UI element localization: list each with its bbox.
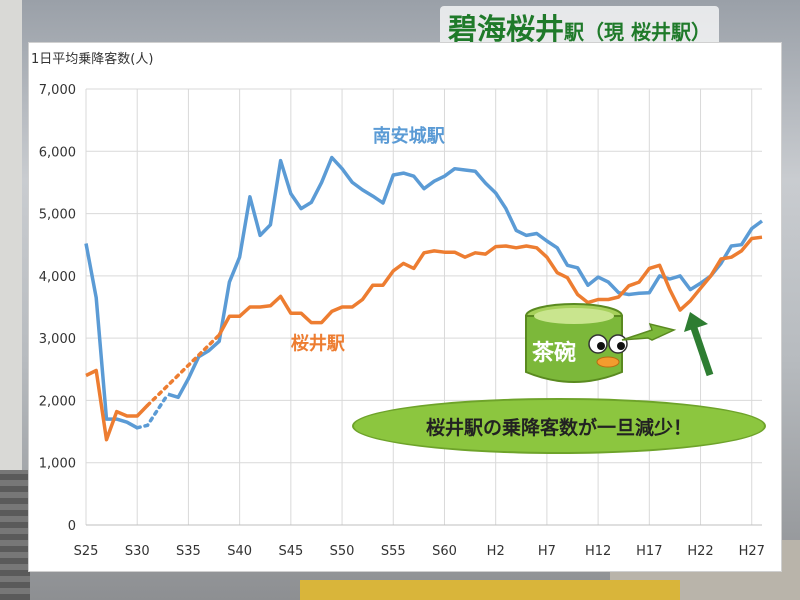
x-tick-label: H7: [538, 544, 556, 559]
x-tick-label: S50: [330, 544, 355, 559]
y-tick-label: 2,000: [39, 394, 76, 409]
series-line-桜井駅: [217, 235, 763, 336]
chart-series: [84, 155, 764, 442]
x-tick-label: H22: [687, 544, 713, 559]
y-tick-label: 1,000: [39, 457, 76, 472]
x-tick-label: S40: [227, 544, 252, 559]
callout-bubble: 桜井駅の乗降客数が一旦減少！: [352, 398, 766, 454]
x-tick-label: H17: [636, 544, 662, 559]
x-tick-label: H12: [585, 544, 611, 559]
y-tick-label: 0: [68, 519, 76, 534]
mascot-text: 茶碗: [532, 340, 576, 366]
series-dotted-南安城駅: [135, 392, 170, 430]
x-tick-label: S25: [74, 544, 99, 559]
y-tick-label: 3,000: [39, 332, 76, 347]
y-tick-label: 6,000: [39, 145, 76, 160]
x-tick-labels: S25 S30 S35 S40 S45 S50 S55 S60 H2 H7 H12 H17 H22 H27: [74, 544, 765, 559]
series-line-南安城駅: [84, 243, 139, 430]
chart-grid: [85, 88, 762, 526]
title-suffix: 駅（現 桜井駅）: [564, 20, 711, 44]
teacup-mascot: 茶碗: [525, 303, 677, 383]
chart-panel: 0 1,000 2,000 3,000 4,000 5,000 6,000 7,000 S25…: [28, 42, 782, 572]
arrow-icon: [684, 312, 714, 377]
y-tick-label: 5,000: [39, 208, 76, 223]
y-tick-labels: 0 1,000 2,000 3,000 4,000 5,000 6,000 7,000: [39, 83, 76, 534]
page-title: 碧海桜井駅（現 桜井駅）: [440, 6, 719, 46]
background-rail: [0, 470, 30, 600]
y-tick-label: 4,000: [39, 270, 76, 285]
x-tick-label: H2: [487, 544, 505, 559]
x-tick-label: S30: [125, 544, 150, 559]
line-chart: 0 1,000 2,000 3,000 4,000 5,000 6,000 7,000 S25…: [31, 51, 765, 559]
x-tick-label: S45: [278, 544, 303, 559]
x-tick-label: S60: [432, 544, 457, 559]
series-dotted-桜井駅: [145, 333, 221, 408]
x-tick-label: S55: [381, 544, 406, 559]
x-tick-label: H27: [739, 544, 765, 559]
y-axis-label: 1日平均乗降客数(人): [31, 51, 153, 67]
series-label: 桜井駅: [291, 332, 346, 354]
background-pillar: [0, 0, 22, 600]
background-tactile-paving: [300, 580, 680, 600]
y-tick-label: 7,000: [39, 83, 76, 98]
series-label: 南安城駅: [373, 125, 446, 147]
title-main: 碧海桜井: [448, 12, 565, 46]
series-line-桜井駅: [85, 368, 149, 442]
x-tick-label: S35: [176, 544, 201, 559]
